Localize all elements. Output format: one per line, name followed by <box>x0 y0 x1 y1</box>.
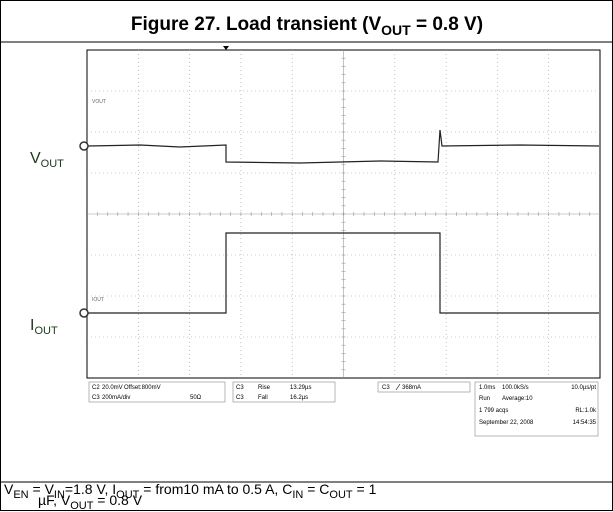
channel-label: IOUT <box>30 317 58 337</box>
status-text: C3 <box>92 395 100 401</box>
caption-sub: OUT <box>329 489 353 501</box>
status-text: C3 <box>236 395 244 401</box>
figure-title: Figure 27. Load transient (VOUT = 0.8 V) <box>131 14 483 38</box>
status-text: Average:10 <box>502 396 533 402</box>
caption-text: = from10 mA to 0.5 A, C <box>139 481 292 497</box>
caption-text: = C <box>303 481 329 497</box>
status-text: Rise <box>258 385 271 391</box>
status-box <box>232 381 336 403</box>
status-box <box>88 381 226 403</box>
caption-text: =1.8 V, I <box>65 481 116 497</box>
status-text: 368mA <box>402 385 421 391</box>
channel-marker <box>79 141 89 151</box>
caption-sub: OUT <box>70 500 94 512</box>
status-text: Offset:800mV <box>124 385 161 391</box>
caption-sub: IN <box>292 489 303 501</box>
status-text: September 22, 2008 <box>479 420 534 426</box>
caption-text: = 0.8 V <box>93 492 142 508</box>
screen-label: IOUT <box>92 297 104 303</box>
label-main: V <box>30 150 41 167</box>
vout-trace <box>87 129 600 164</box>
status-text: Run <box>479 396 490 402</box>
trigger-slope <box>395 383 401 391</box>
screen-label: VOUT <box>92 99 106 105</box>
trigger-marker <box>223 46 229 50</box>
status-text: RL:1.0k <box>575 408 597 414</box>
caption-line: VEN = VIN=1.8 V, IOUT = from10 mA to 0.5… <box>4 481 377 501</box>
label-main: I <box>30 317 34 334</box>
status-text: 100.0kS/s <box>502 385 529 391</box>
channel-label: VOUT <box>30 150 64 170</box>
title-sub: OUT <box>381 22 411 38</box>
label-sub: OUT <box>34 325 58 337</box>
status-text: 200mA/div <box>102 395 130 401</box>
status-text: C3 <box>236 385 244 391</box>
caption-sub: OUT <box>116 489 140 501</box>
caption-sub: IN <box>54 489 65 501</box>
status-box <box>474 381 599 437</box>
status-text: 1.0ms <box>479 385 495 391</box>
status-text: 14:54:35 <box>573 420 597 426</box>
iout-trace <box>88 232 599 314</box>
title-text: Figure 27. Load transient (V <box>131 14 382 35</box>
status-box <box>377 381 471 393</box>
caption-line: µF, VOUT = 0.8 V <box>38 492 143 512</box>
caption-sub: EN <box>13 489 28 501</box>
label-sub: OUT <box>41 158 65 170</box>
channel-marker <box>79 308 89 318</box>
status-bar <box>87 380 600 438</box>
status-text: C2 <box>92 385 100 391</box>
status-text: 13.29µs <box>290 385 311 391</box>
status-text: C3 <box>382 385 390 391</box>
status-text: 1 799 acqs <box>479 408 508 414</box>
title-text: = 0.8 V) <box>411 14 483 35</box>
scope-grid <box>87 50 600 378</box>
caption-text: = V <box>29 481 55 497</box>
status-text: 16.2µs <box>290 395 308 401</box>
status-text: 10.0µs/pt <box>571 385 596 391</box>
status-text: Fall <box>258 395 268 401</box>
caption-text: = 1 <box>353 481 377 497</box>
caption-text: V <box>4 481 14 497</box>
status-text: 50Ω <box>190 395 202 401</box>
caption-text: µF, V <box>38 492 71 508</box>
status-text: 20.0mV <box>102 385 123 391</box>
